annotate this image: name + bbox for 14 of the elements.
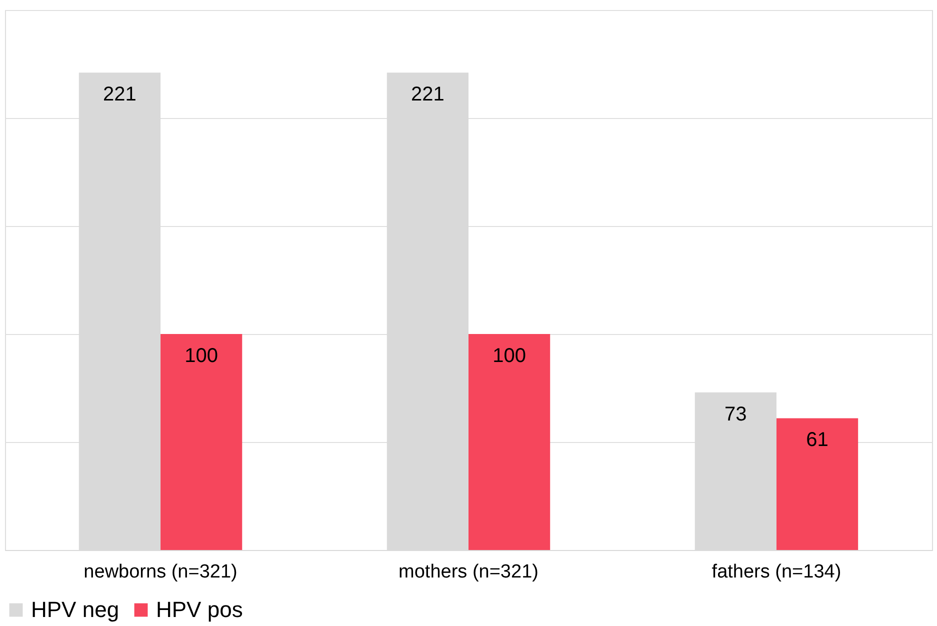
bar (468, 334, 550, 550)
data-label: 100 (492, 345, 526, 367)
legend-label: HPV neg (31, 597, 120, 622)
x-tick-label: fathers (n=134) (712, 562, 842, 582)
bar (160, 334, 242, 550)
bar (776, 418, 858, 550)
data-label: 73 (724, 403, 747, 426)
data-label: 221 (103, 84, 136, 106)
legend-label: HPV pos (156, 597, 243, 622)
x-tick-label: mothers (n=321) (398, 562, 538, 582)
x-tick-label: newborns (n=321) (84, 562, 238, 582)
data-label: 61 (806, 429, 828, 452)
data-label: 100 (184, 345, 218, 367)
data-label: 221 (411, 84, 444, 106)
